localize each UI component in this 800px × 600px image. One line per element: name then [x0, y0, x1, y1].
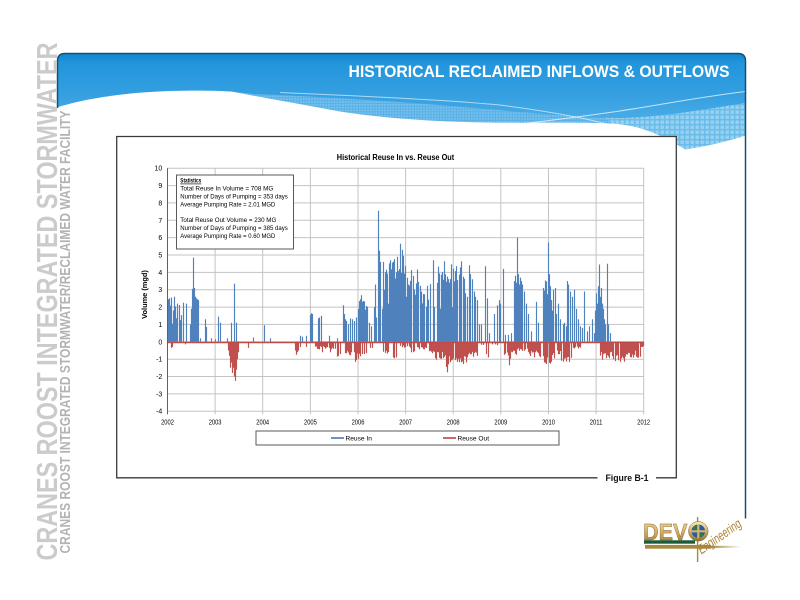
svg-text:-3: -3 [156, 391, 162, 398]
svg-text:-4: -4 [156, 409, 162, 416]
svg-text:3: 3 [158, 287, 162, 294]
svg-text:1: 1 [158, 322, 162, 329]
svg-text:Average Pumping Rate = 0.60 MG: Average Pumping Rate = 0.60 MGD [180, 233, 275, 240]
svg-text:2: 2 [158, 305, 162, 312]
svg-text:2003: 2003 [209, 420, 222, 427]
svg-text:8: 8 [158, 200, 162, 207]
svg-text:2012: 2012 [637, 420, 650, 427]
svg-text:2004: 2004 [256, 420, 269, 427]
svg-text:Total Reuse Out Volume = 230: Total Reuse Out Volume = 230 MG [180, 217, 276, 224]
svg-text:4: 4 [158, 270, 162, 277]
svg-text:10: 10 [155, 166, 163, 173]
svg-text:Statistics: Statistics [180, 178, 201, 185]
svg-text:CRANES ROOST INTEGRATED STORMW: CRANES ROOST INTEGRATED STORMWATER/RECLA… [57, 111, 74, 554]
svg-text:2009: 2009 [494, 420, 507, 427]
svg-text:2006: 2006 [352, 420, 365, 427]
svg-text:2007: 2007 [399, 420, 412, 427]
svg-text:2010: 2010 [542, 420, 555, 427]
svg-text:Historical Reuse In vs. Reuse: Historical Reuse In vs. Reuse Out [337, 153, 455, 162]
svg-text:-2: -2 [156, 374, 162, 381]
svg-text:Total Reuse In Volume = 708 M: Total Reuse In Volume = 708 MG [180, 186, 273, 193]
svg-text:CRANES ROOST INTEGRATED STORMW: CRANES ROOST INTEGRATED STORMWATER [32, 42, 64, 560]
svg-text:Number of Days of Pumping = 3: Number of Days of Pumping = 353 days [180, 193, 287, 200]
svg-text:7: 7 [158, 218, 162, 225]
svg-text:Number of Days of Pumping = 3: Number of Days of Pumping = 385 days [180, 225, 287, 232]
svg-text:2002: 2002 [161, 420, 174, 427]
svg-text:5: 5 [158, 253, 162, 260]
svg-text:0: 0 [158, 339, 162, 346]
svg-text:Average Pumping Rate = 2.01 MG: Average Pumping Rate = 2.01 MGD [180, 201, 275, 208]
svg-text:2005: 2005 [304, 420, 317, 427]
svg-text:HISTORICAL RECLAIMED INFLOWS &: HISTORICAL RECLAIMED INFLOWS & OUTFLOWS [349, 62, 730, 81]
svg-text:-1: -1 [156, 357, 162, 364]
svg-text:9: 9 [158, 183, 162, 190]
svg-text:2008: 2008 [447, 420, 460, 427]
svg-text:2011: 2011 [590, 420, 603, 427]
svg-text:Reuse In: Reuse In [346, 435, 373, 442]
svg-text:Reuse Out: Reuse Out [458, 435, 490, 442]
svg-text:6: 6 [158, 235, 162, 242]
svg-text:Figure B-1: Figure B-1 [606, 473, 649, 483]
svg-text:Volume (mgd): Volume (mgd) [140, 270, 149, 319]
